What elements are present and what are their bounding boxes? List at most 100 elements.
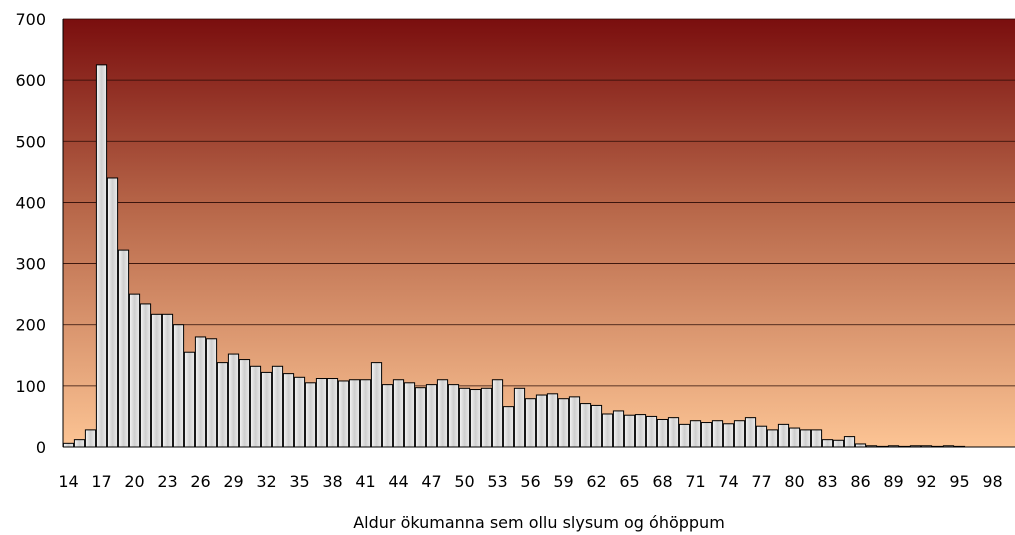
x-tick-label: 50 xyxy=(454,472,474,491)
bar-age-20 xyxy=(128,293,141,448)
bar-age-38 xyxy=(326,378,339,448)
bar-age-61 xyxy=(579,403,592,448)
y-tick-label: 200 xyxy=(15,316,46,335)
bar-age-14 xyxy=(62,442,75,448)
bar-age-16 xyxy=(84,429,97,448)
x-axis-label: Aldur ökumanna sem ollu slysum og óhöppu… xyxy=(353,513,725,532)
bar-age-30 xyxy=(238,359,251,448)
bar-age-54 xyxy=(502,406,515,448)
y-tick-label: 300 xyxy=(15,255,46,274)
bar-age-43 xyxy=(381,384,394,448)
x-tick-label: 77 xyxy=(751,472,771,491)
bar-age-32 xyxy=(260,371,273,448)
bar-age-69 xyxy=(667,417,680,448)
x-tick-label: 89 xyxy=(883,472,903,491)
bars xyxy=(62,64,966,448)
x-tick-label: 47 xyxy=(421,472,441,491)
x-tick-label: 38 xyxy=(322,472,342,491)
bar-age-48 xyxy=(436,379,449,448)
x-tick-label: 44 xyxy=(388,472,408,491)
x-tick-label: 32 xyxy=(256,472,276,491)
x-tick-label: 56 xyxy=(520,472,540,491)
bar-age-63 xyxy=(601,413,614,448)
x-tick-label: 41 xyxy=(355,472,375,491)
bar-age-25 xyxy=(183,351,196,448)
bar-age-75 xyxy=(733,420,746,448)
bar-age-52 xyxy=(480,387,493,448)
y-tick-label: 700 xyxy=(15,10,46,29)
x-tick-label: 59 xyxy=(553,472,573,491)
bar-age-62 xyxy=(590,404,603,448)
bar-age-46 xyxy=(414,387,427,448)
bar-age-39 xyxy=(337,380,350,448)
bar-age-29 xyxy=(227,353,240,448)
bar-age-49 xyxy=(447,384,460,448)
bar-age-33 xyxy=(271,365,284,448)
bar-age-17 xyxy=(95,64,108,448)
bar-age-60 xyxy=(568,396,581,448)
bar-age-24 xyxy=(172,324,185,448)
bar-age-51 xyxy=(469,389,482,448)
bar-age-59 xyxy=(557,398,570,448)
x-tick-label: 29 xyxy=(223,472,243,491)
bar-age-58 xyxy=(546,393,559,448)
x-tick-label: 17 xyxy=(91,472,111,491)
bar-age-71 xyxy=(689,420,702,448)
bar-age-79 xyxy=(777,423,790,448)
bar-age-15 xyxy=(73,439,86,448)
bar-age-42 xyxy=(370,362,383,448)
bar-age-23 xyxy=(161,313,174,448)
y-tick-label: 500 xyxy=(15,132,46,151)
x-tick-label: 68 xyxy=(652,472,672,491)
x-tick-label: 86 xyxy=(850,472,870,491)
bar-age-55 xyxy=(513,387,526,448)
bar-age-28 xyxy=(216,362,229,448)
bar-age-36 xyxy=(304,382,317,448)
bar-age-37 xyxy=(315,378,328,448)
bar-age-72 xyxy=(700,422,713,448)
y-tick-label: 600 xyxy=(15,71,46,90)
x-tick-label: 35 xyxy=(289,472,309,491)
bar-age-19 xyxy=(117,249,130,448)
bar-age-44 xyxy=(392,379,405,448)
bar-age-47 xyxy=(425,384,438,448)
bar-age-65 xyxy=(623,414,636,448)
bar-age-70 xyxy=(678,423,691,448)
x-tick-label: 14 xyxy=(58,472,78,491)
x-tick-label: 65 xyxy=(619,472,639,491)
x-tick-label: 95 xyxy=(949,472,969,491)
x-tick-label: 83 xyxy=(817,472,837,491)
x-tick-label: 20 xyxy=(124,472,144,491)
x-tick-label: 74 xyxy=(718,472,738,491)
bar-age-73 xyxy=(711,420,724,448)
bar-age-82 xyxy=(810,429,823,448)
bar-age-81 xyxy=(799,429,812,448)
y-tick-labels: 0 100 200 300 400 500 600 700 xyxy=(15,10,46,457)
bar-age-21 xyxy=(139,303,152,448)
bar-age-68 xyxy=(656,418,669,448)
bar-age-53 xyxy=(491,379,504,448)
bar-age-22 xyxy=(150,313,163,448)
y-tick-label: 400 xyxy=(15,193,46,212)
x-tick-label: 26 xyxy=(190,472,210,491)
bar-age-74 xyxy=(722,423,735,448)
bar-age-78 xyxy=(766,429,779,448)
bar-age-34 xyxy=(282,373,295,448)
x-tick-label: 80 xyxy=(784,472,804,491)
x-tick-labels: 14 17 20 23 26 29 32 35 38 41 44 47 50 53 56 59 62 65 68 71… xyxy=(58,472,1002,491)
bar-age-85 xyxy=(843,436,856,448)
x-tick-label: 92 xyxy=(916,472,936,491)
bar-age-31 xyxy=(249,365,262,448)
x-tick-label: 62 xyxy=(586,472,606,491)
bar-age-40 xyxy=(348,379,361,448)
bar-age-83 xyxy=(821,439,834,448)
bar-age-64 xyxy=(612,410,625,448)
bar-age-84 xyxy=(832,439,845,448)
x-tick-label: 71 xyxy=(685,472,705,491)
bar-age-35 xyxy=(293,376,306,448)
bar-age-50 xyxy=(458,387,471,448)
x-tick-label: 53 xyxy=(487,472,507,491)
bar-age-45 xyxy=(403,382,416,448)
bar-age-66 xyxy=(634,414,647,448)
bar-age-76 xyxy=(744,417,757,448)
